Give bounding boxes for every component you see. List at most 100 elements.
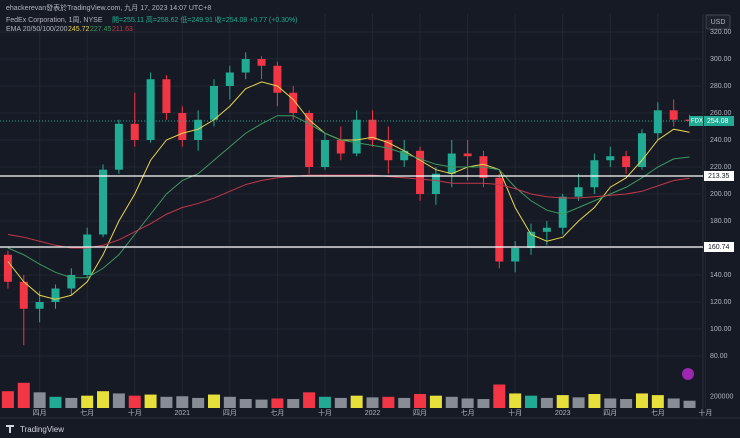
- volume-bar: [667, 398, 680, 408]
- x-tick-label: 七月: [461, 408, 475, 417]
- volume-bar: [49, 396, 62, 408]
- y-tick-label: 140.00: [710, 272, 732, 279]
- x-tick-label: 十月: [508, 408, 522, 417]
- volume-bar: [604, 398, 617, 408]
- candle-body: [241, 59, 250, 73]
- candle-body: [257, 59, 266, 66]
- candle-body: [83, 234, 92, 275]
- x-tick-label: 十月: [698, 408, 712, 417]
- candle-body: [368, 119, 377, 140]
- candle-body: [225, 72, 234, 86]
- candle-body: [336, 140, 345, 154]
- price-label-box: [704, 242, 734, 253]
- candle-body: [416, 150, 425, 194]
- candle-body: [305, 113, 314, 167]
- y-tick-label: 280.00: [710, 83, 732, 90]
- volume-bar: [192, 397, 205, 408]
- candle-body: [162, 79, 171, 113]
- candle-body: [511, 248, 520, 262]
- candle-body: [400, 150, 409, 161]
- y-tick-label: 260.00: [710, 110, 732, 117]
- volume-bar: [176, 396, 189, 408]
- candle-body: [3, 254, 12, 282]
- volume-bar: [588, 394, 601, 408]
- volume-bar: [683, 400, 696, 408]
- price-label-box: [704, 170, 734, 181]
- volume-bar: [239, 399, 252, 408]
- y-tick-label: 120.00: [710, 299, 732, 306]
- volume-bar: [525, 395, 538, 408]
- ohlc: 開=255.11 高=258.62 低=249.91 收=254.08 +0.7…: [112, 15, 298, 24]
- x-tick-label: 四月: [603, 409, 617, 417]
- x-tick-label: 四月: [33, 409, 47, 417]
- volume-bar: [207, 394, 220, 408]
- candle-body: [35, 302, 44, 309]
- last-price: 254.08: [707, 118, 729, 125]
- candle-body: [320, 140, 329, 167]
- x-tick-label: 2023: [555, 410, 571, 417]
- candle-body: [209, 86, 218, 120]
- volume-bar: [33, 392, 46, 408]
- x-tick-label: 十月: [318, 408, 332, 417]
- volume-bar: [17, 382, 30, 408]
- volume-bar: [461, 398, 474, 408]
- candle-body: [51, 288, 60, 302]
- volume-bar: [255, 399, 268, 408]
- header: ehackerevan發表於TradingView.com, 九月 17, 20…: [6, 3, 211, 12]
- volume-bar: [414, 394, 427, 408]
- volume-bar: [620, 399, 633, 408]
- volume-tick-label: 200000: [710, 394, 733, 401]
- currency[interactable]: USD: [711, 19, 726, 26]
- candle-body: [431, 173, 440, 194]
- y-tick-label: 200.00: [710, 191, 732, 198]
- y-tick-label: 220.00: [710, 164, 732, 171]
- last-price-box: [704, 115, 734, 126]
- brand: TradingView: [20, 425, 64, 434]
- candle-body: [653, 110, 662, 134]
- volume-bar: [303, 392, 316, 408]
- candle-body: [194, 119, 203, 140]
- volume-bar: [97, 391, 110, 408]
- volume-bar: [160, 396, 173, 408]
- volume-bar: [81, 395, 94, 408]
- volume-bar: [223, 396, 236, 408]
- x-tick-label: 七月: [270, 408, 284, 417]
- volume-bar: [493, 384, 506, 408]
- y-tick-label: 320.00: [710, 29, 732, 36]
- alert-icon[interactable]: [682, 368, 694, 380]
- candle-body: [558, 196, 567, 228]
- volume-bar: [398, 397, 411, 408]
- volume-bar: [112, 393, 125, 408]
- candle-body: [384, 140, 393, 161]
- candle-body: [130, 123, 139, 140]
- candle-body: [574, 187, 583, 197]
- ema-label: EMA 20/50/100/200: [6, 26, 68, 33]
- ema-value: 245.72: [68, 26, 90, 33]
- volume-bar: [556, 395, 569, 408]
- x-tick-label: 2021: [174, 410, 190, 417]
- volume-bar: [366, 397, 379, 408]
- price-label: 160.74: [708, 244, 730, 251]
- candle-body: [114, 123, 123, 170]
- volume-bar: [572, 397, 585, 408]
- currency-button[interactable]: [705, 14, 731, 30]
- volume-bar: [429, 395, 442, 408]
- volume-bar: [1, 391, 14, 408]
- candle-body: [527, 231, 536, 248]
- candle-body: [146, 79, 155, 140]
- x-tick-label: 十月: [128, 408, 142, 417]
- y-tick-label: 180.00: [710, 218, 732, 225]
- candle-body: [606, 156, 615, 161]
- ema-value: 227.45: [90, 26, 112, 33]
- volume-bar: [509, 393, 522, 408]
- volume-bar: [540, 397, 553, 408]
- volume-bar: [651, 395, 664, 408]
- candle-body: [447, 153, 456, 174]
- x-tick-label: 四月: [223, 409, 237, 417]
- y-tick-label: 100.00: [710, 326, 732, 333]
- brand-logo: [6, 425, 14, 433]
- ticker: FDX: [691, 119, 703, 125]
- volume-bar: [65, 397, 78, 408]
- y-tick-label: 80.00: [710, 353, 728, 360]
